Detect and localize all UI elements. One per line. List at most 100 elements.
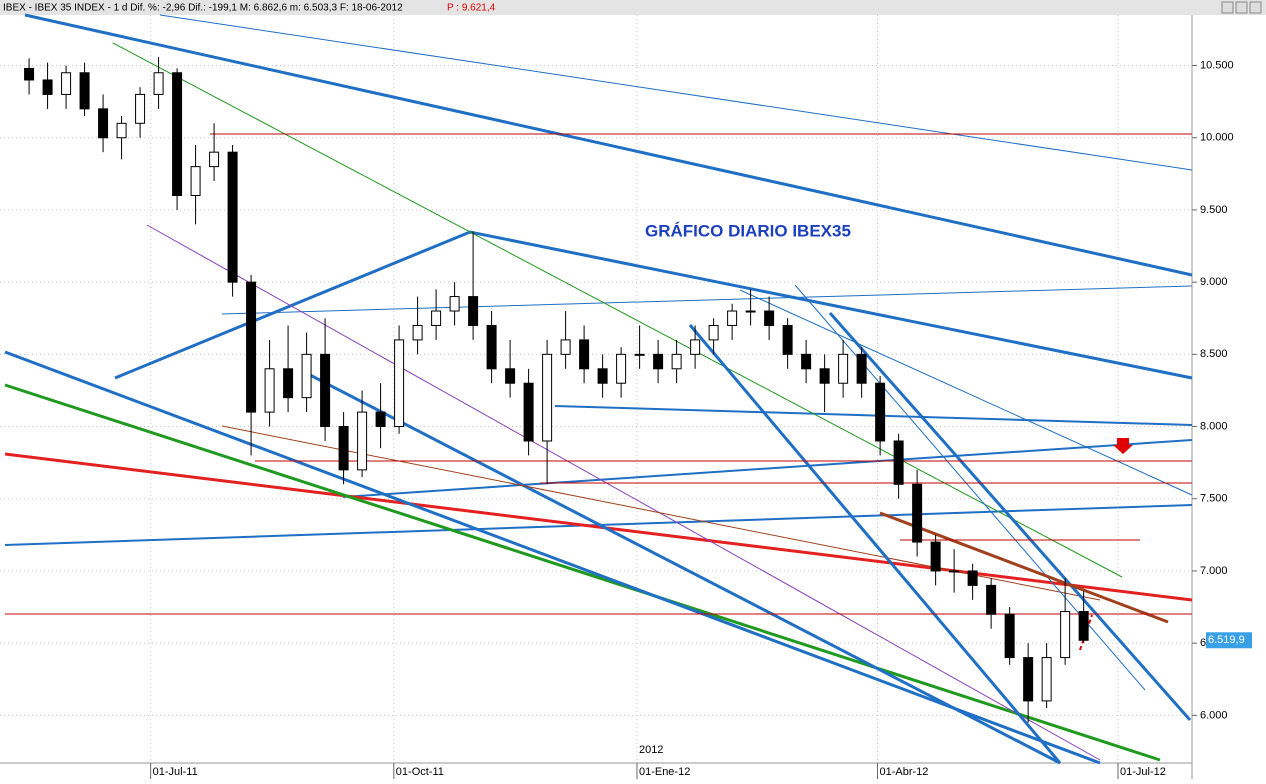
candle-body bbox=[1023, 657, 1034, 702]
candle-body bbox=[246, 281, 257, 413]
x-tick-label: 01-Abr-12 bbox=[879, 766, 928, 778]
y-tick-label: 7.500 bbox=[1200, 493, 1228, 505]
y-tick-label: 10.000 bbox=[1200, 132, 1234, 144]
candle-body bbox=[79, 72, 90, 110]
header-bar bbox=[0, 0, 1266, 15]
candle-body bbox=[690, 339, 701, 355]
trendline bbox=[342, 439, 1193, 498]
candles bbox=[24, 56, 1089, 723]
trendline bbox=[688, 324, 1062, 764]
trendline bbox=[159, 14, 1193, 171]
candle-body bbox=[856, 353, 867, 384]
candle-body bbox=[1078, 611, 1089, 641]
candle-body bbox=[782, 324, 793, 355]
header-extra: P : 9.621,4 bbox=[447, 3, 496, 14]
candle-body bbox=[893, 440, 904, 485]
y-tick-label: 6.000 bbox=[1200, 709, 1228, 721]
trendline bbox=[24, 13, 1193, 277]
candle-body bbox=[745, 310, 756, 313]
candle-body bbox=[597, 368, 608, 384]
candle-body bbox=[431, 310, 442, 326]
candle-body bbox=[986, 584, 997, 615]
candle-body bbox=[801, 353, 812, 370]
last-price-label: 6.519,9 bbox=[1208, 634, 1245, 646]
candle-body bbox=[967, 570, 978, 586]
candle-body bbox=[523, 382, 534, 442]
candle-body bbox=[264, 368, 275, 413]
y-tick-label: 9.000 bbox=[1200, 276, 1228, 288]
candle-body bbox=[61, 72, 72, 95]
candle-body bbox=[560, 339, 571, 355]
year-label: 2012 bbox=[639, 744, 663, 756]
trendline bbox=[879, 511, 1169, 624]
candle-body bbox=[357, 411, 368, 471]
y-tick-label: 7.000 bbox=[1200, 565, 1228, 577]
candle-body bbox=[505, 368, 516, 384]
candle-body bbox=[764, 310, 775, 326]
x-tick-label: 01-Ene-12 bbox=[639, 766, 690, 778]
candle-body bbox=[819, 368, 830, 384]
trendline bbox=[309, 373, 1061, 765]
last-price-tag bbox=[1206, 632, 1252, 649]
candle-body bbox=[135, 93, 146, 124]
trendline bbox=[554, 405, 1193, 426]
candle-body bbox=[838, 353, 849, 384]
arrow-icon bbox=[1113, 438, 1133, 454]
grid bbox=[0, 15, 1192, 763]
candle-body bbox=[1004, 613, 1015, 659]
candle-body bbox=[412, 324, 423, 341]
y-tick-label: 8.500 bbox=[1200, 348, 1228, 360]
candle-body bbox=[375, 411, 386, 428]
window-buttons[interactable] bbox=[1221, 1, 1262, 14]
trendline bbox=[828, 312, 1192, 721]
candle-body bbox=[172, 72, 183, 197]
minimize-button[interactable] bbox=[1221, 1, 1234, 14]
trendlines bbox=[4, 13, 1193, 765]
candle-body bbox=[320, 353, 331, 428]
y-tick-label: 10.500 bbox=[1200, 59, 1234, 71]
candle-body bbox=[727, 310, 738, 326]
y-tick-label: 8.000 bbox=[1200, 420, 1228, 432]
trendline bbox=[4, 350, 1101, 765]
trendline bbox=[146, 224, 1101, 761]
candle-body bbox=[708, 324, 719, 341]
candle-body bbox=[542, 353, 553, 442]
candle-body bbox=[634, 353, 645, 356]
trendline bbox=[221, 285, 1193, 315]
chart-title: GRÁFICO DIARIO IBEX35 bbox=[645, 221, 851, 240]
candle-body bbox=[912, 483, 923, 543]
trendline bbox=[112, 42, 1123, 578]
candle-body bbox=[930, 541, 941, 572]
candle-body bbox=[190, 166, 201, 197]
x-tick-label: 01-Jul-12 bbox=[1120, 766, 1166, 778]
candle-body bbox=[875, 382, 886, 442]
candle-body bbox=[209, 151, 220, 168]
candle-body bbox=[283, 368, 294, 399]
trendline bbox=[4, 452, 1193, 602]
header-text: IBEX - IBEX 35 INDEX - 1 d Dif. %: -2,96… bbox=[3, 3, 403, 14]
candle-body bbox=[579, 339, 590, 370]
candle-body bbox=[949, 570, 960, 573]
close-button[interactable] bbox=[1249, 1, 1262, 14]
x-tick-label: 01-Oct-11 bbox=[396, 766, 444, 778]
candle-body bbox=[486, 324, 497, 370]
trendline bbox=[4, 383, 1161, 762]
candle-body bbox=[449, 296, 460, 312]
candle-body bbox=[394, 339, 405, 428]
candle-body bbox=[42, 79, 53, 95]
candle-body bbox=[301, 353, 312, 399]
candle-body bbox=[468, 296, 479, 326]
candle-body bbox=[671, 353, 682, 370]
candle-body bbox=[653, 353, 664, 370]
maximize-button[interactable] bbox=[1235, 1, 1248, 14]
y-tick-label: 9.500 bbox=[1200, 204, 1228, 216]
candle-body bbox=[338, 426, 349, 471]
candle-body bbox=[153, 72, 164, 95]
candle-body bbox=[1060, 611, 1071, 659]
candle-body bbox=[24, 67, 35, 81]
candle-body bbox=[227, 151, 238, 283]
candle-body bbox=[116, 122, 127, 139]
x-tick-label: 01-Jul-11 bbox=[153, 766, 198, 778]
